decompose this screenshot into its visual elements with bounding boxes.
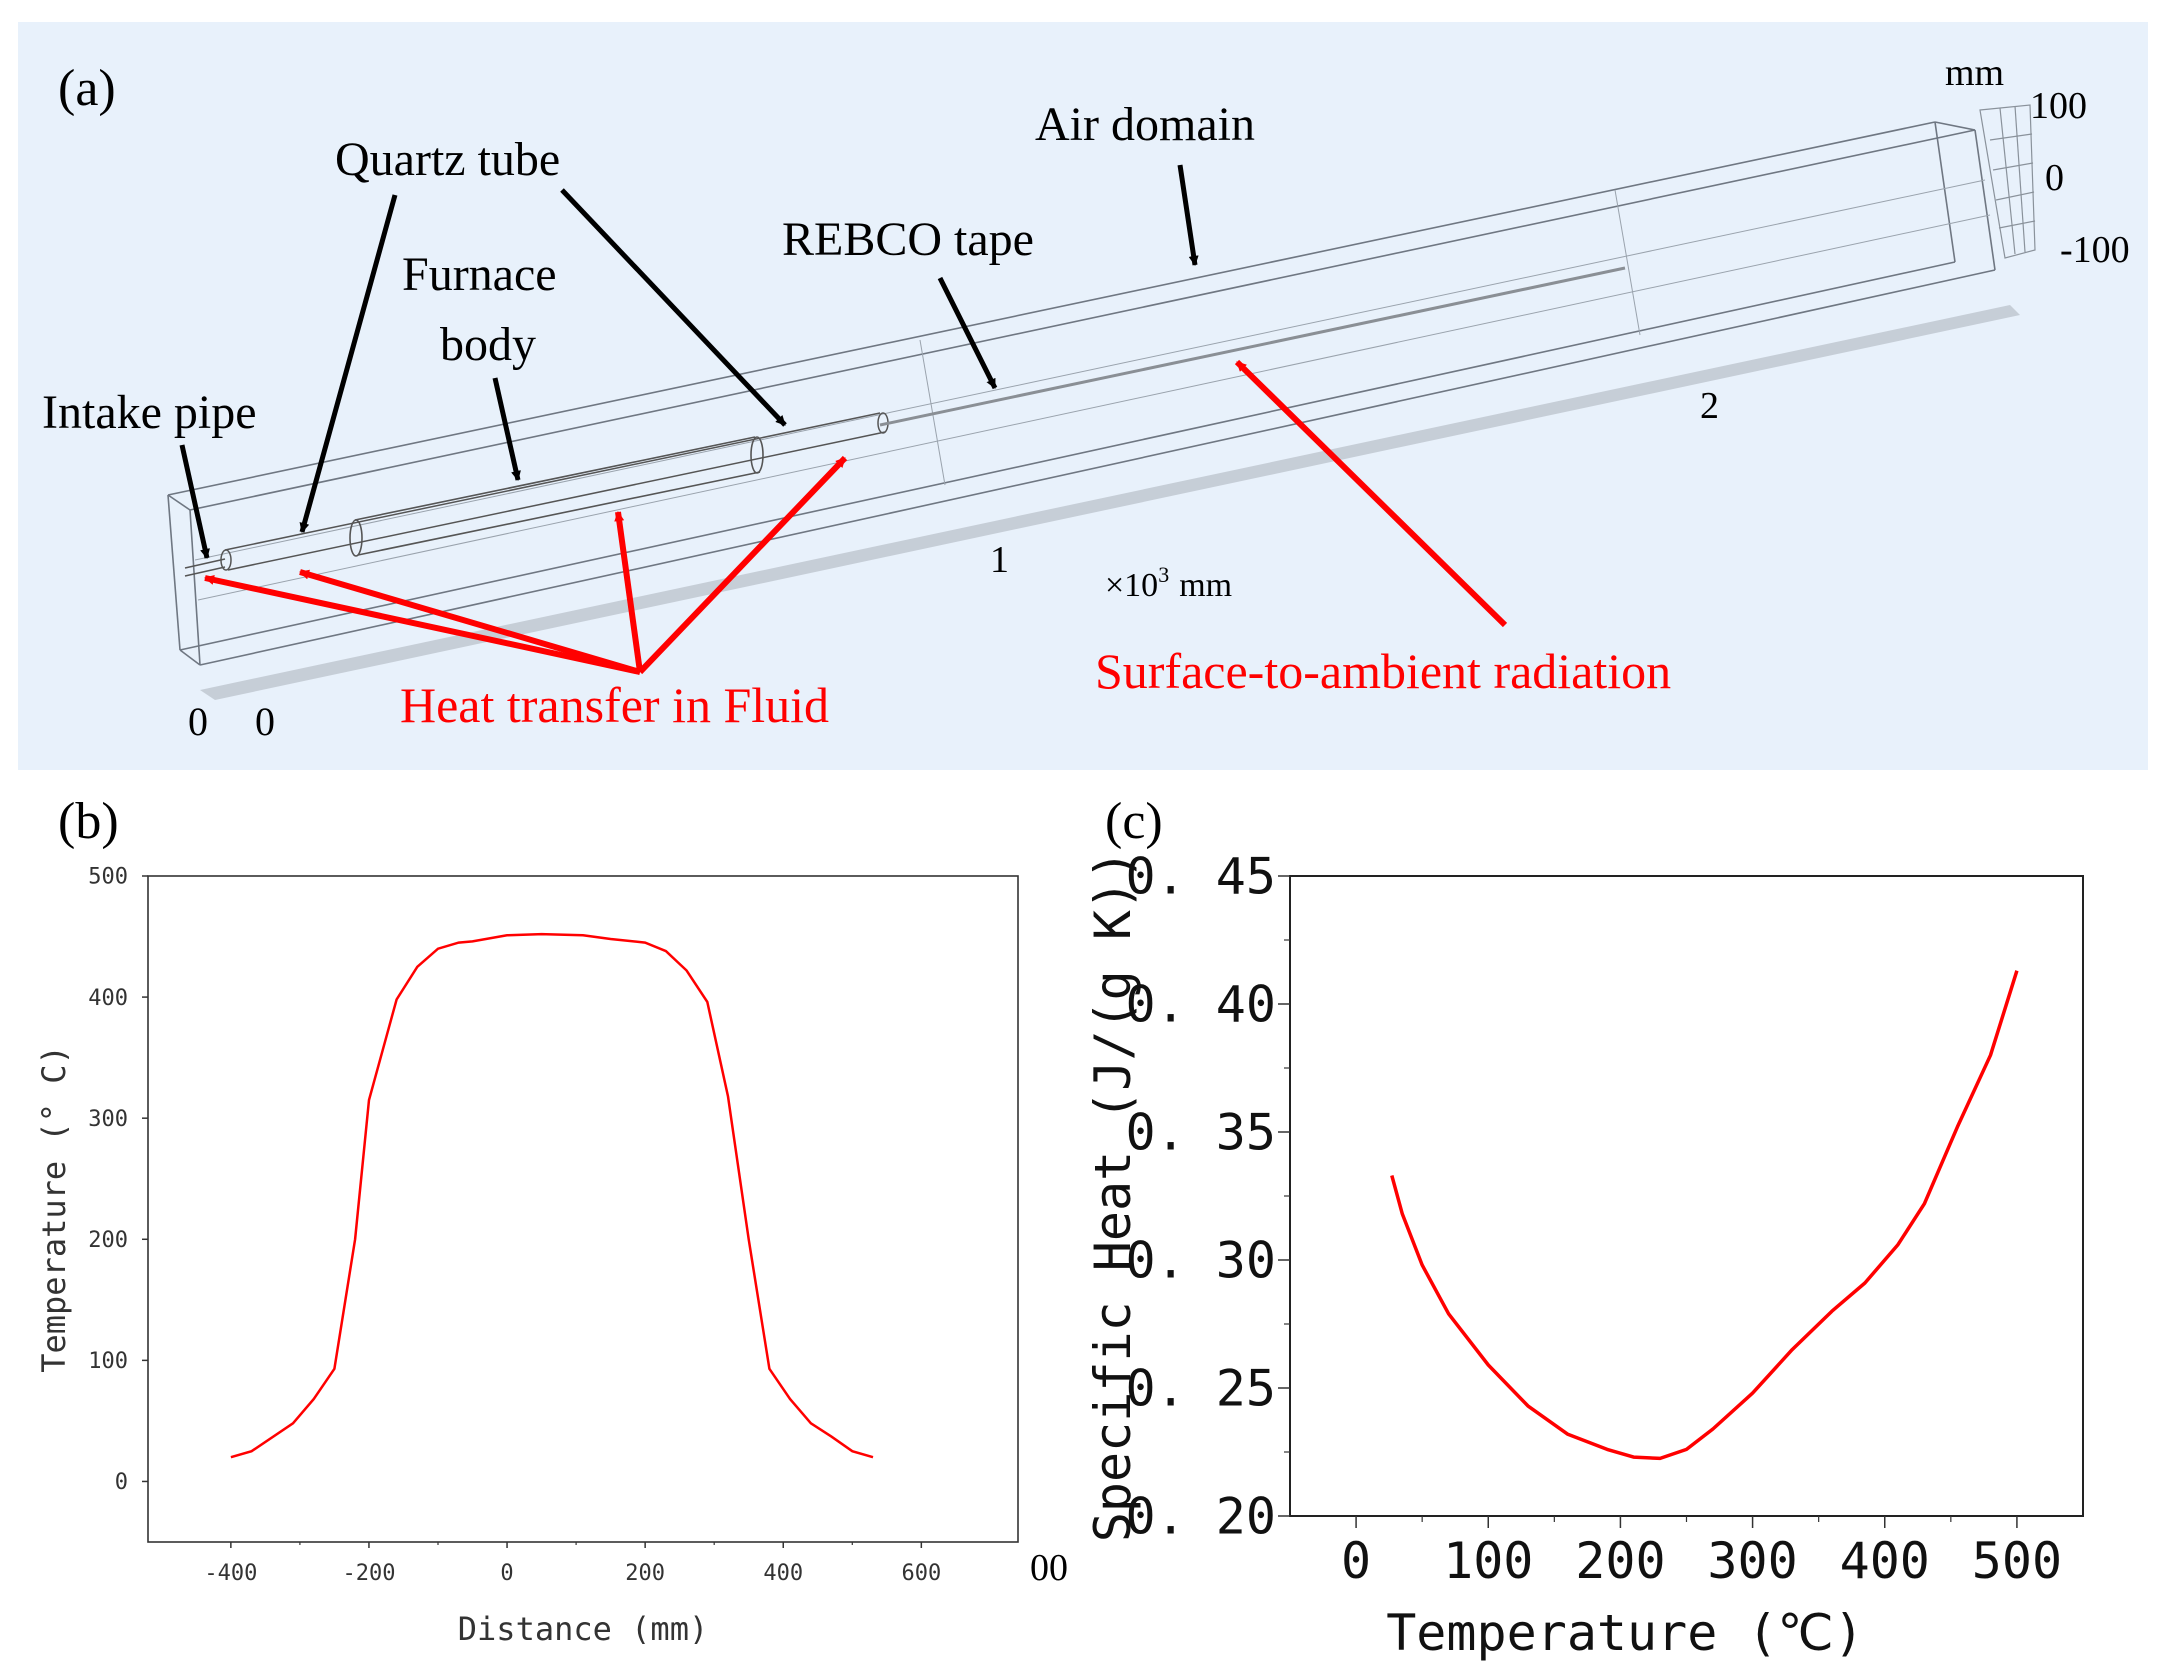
x-tick-label: -200 [342, 1561, 395, 1586]
rebco-tape-body [879, 266, 1626, 427]
arrow-air-domain [1177, 164, 1199, 266]
chart-c-series-line [1390, 970, 2019, 1461]
quartz-tube [220, 412, 889, 571]
arrow-radiation [1234, 359, 1508, 628]
panel-b: (b) -400 -200 0 200 400 600 0100200300400500 … [35, 793, 1068, 1648]
panel-a: (a) Quartz tube Air domain Furnace body … [18, 22, 2148, 770]
rebco-tape-label: REBCO tape [782, 213, 1034, 266]
black-arrows [179, 164, 1199, 559]
x-tick-label: 600 [901, 1561, 941, 1586]
axis-unit-mm: mm [1179, 567, 1232, 604]
chart-c-y-axis: 0. 20 0. 25 0. 30 0. 35 0. 40 0. 45 [1125, 848, 1290, 1546]
chart-b-ylabel: Temperature (° C) [35, 1045, 73, 1373]
x-tick-label: 0 [1341, 1532, 1371, 1590]
y-tick-label: 0 [115, 1470, 128, 1495]
y-tick-label: 200 [88, 1228, 128, 1253]
furnace-body [349, 436, 764, 557]
panel-c-label: (c) [1105, 793, 1163, 850]
radiation-label: Surface-to-ambient radiation [1095, 643, 1671, 699]
axis-unit-exp: 3 [1158, 562, 1169, 587]
chart-c-points [1391, 970, 2018, 1459]
arrow-heat-4 [637, 455, 848, 675]
red-arrows [204, 359, 1508, 675]
x-tick-label: 100 [1443, 1532, 1533, 1590]
origin-zero-a: 0 [188, 699, 208, 744]
x-tick-label: 200 [1575, 1532, 1665, 1590]
panel-a-background [18, 22, 2148, 770]
arrow-heat-3 [614, 511, 643, 673]
chart-b-y-axis: 0 100 200 300 400 500 [88, 865, 148, 1495]
arrow-heat-1 [204, 575, 641, 675]
air-domain-label: Air domain [1035, 98, 1255, 151]
y-tick-label: 400 [88, 986, 128, 1011]
y-tick-label: 0. 40 [1125, 976, 1276, 1034]
axis-unit: ×103 mm [1105, 562, 1232, 604]
chart-b-series-line [230, 932, 874, 1459]
arrow-intake-pipe [179, 444, 210, 559]
scale-tick-0: 0 [2045, 157, 2064, 199]
x-tick-label: 400 [1840, 1532, 1930, 1590]
arrow-furnace-body [492, 377, 521, 481]
origin-zero-b: 0 [255, 699, 275, 744]
panel-a-label: (a) [58, 60, 116, 117]
x-tick-label: 0 [500, 1561, 513, 1586]
arrow-quartz-tube-2 [560, 188, 787, 427]
y-tick-label: 0. 35 [1125, 1104, 1276, 1162]
y-tick-label: 500 [88, 865, 128, 890]
chart-b-points [230, 934, 874, 1458]
stray-text: 00 [1030, 1547, 1068, 1589]
mm-scale-grid [1979, 104, 2036, 259]
x-tick-label: 400 [763, 1561, 803, 1586]
chart-c-ylabel: Specific Heat (J/(g K)) [1084, 850, 1142, 1542]
chart-b-xlabel: Distance (mm) [458, 1610, 708, 1648]
axis-tick-2: 2 [1700, 385, 1719, 427]
scale-tick-100: 100 [2030, 85, 2087, 127]
panel-c: (c) 0 100 200 300 400 500 0. 20 0. 25 0. 30 0. 3… [1084, 793, 2084, 1662]
axis-tick-1: 1 [990, 539, 1009, 581]
y-tick-label: 0. 20 [1125, 1488, 1276, 1546]
chart-c-xlabel: Temperature (℃) [1386, 1604, 1864, 1662]
furnace-label-line1: Furnace [402, 248, 557, 301]
ground-shadow [200, 305, 2020, 700]
x-tick-label: 200 [625, 1561, 665, 1586]
chart-b-x-axis: -400 -200 0 200 400 600 [204, 1542, 941, 1586]
quartz-tube-label: Quartz tube [335, 133, 560, 186]
arrow-heat-2 [299, 569, 641, 675]
y-tick-label: 0. 45 [1125, 848, 1276, 906]
intake-pipe-label: Intake pipe [42, 386, 257, 439]
y-tick-label: 300 [88, 1107, 128, 1132]
scale-tick-m100: -100 [2060, 229, 2130, 271]
x-tick-label: 300 [1707, 1532, 1797, 1590]
y-tick-label: 0. 25 [1125, 1360, 1276, 1418]
furnace-label-line2: body [440, 318, 536, 371]
chart-c-x-axis: 0 100 200 300 400 500 [1341, 1516, 2062, 1590]
y-tick-label: 0. 30 [1125, 1232, 1276, 1290]
axis-unit-base: ×10 [1105, 567, 1158, 604]
x-tick-label: -400 [204, 1561, 257, 1586]
arrow-rebco-tape [937, 276, 998, 390]
arrow-quartz-tube-1 [299, 194, 398, 533]
x-tick-label: 500 [1972, 1532, 2062, 1590]
intake-pipe [184, 558, 226, 577]
chart-c-frame [1289, 875, 2084, 1517]
y-tick-label: 100 [88, 1349, 128, 1374]
panel-b-label: (b) [58, 793, 119, 850]
air-domain-box [167, 121, 1996, 666]
scale-unit-mm: mm [1945, 52, 2004, 94]
heat-transfer-label: Heat transfer in Fluid [400, 677, 829, 733]
chart-b-frame [147, 875, 1019, 1543]
